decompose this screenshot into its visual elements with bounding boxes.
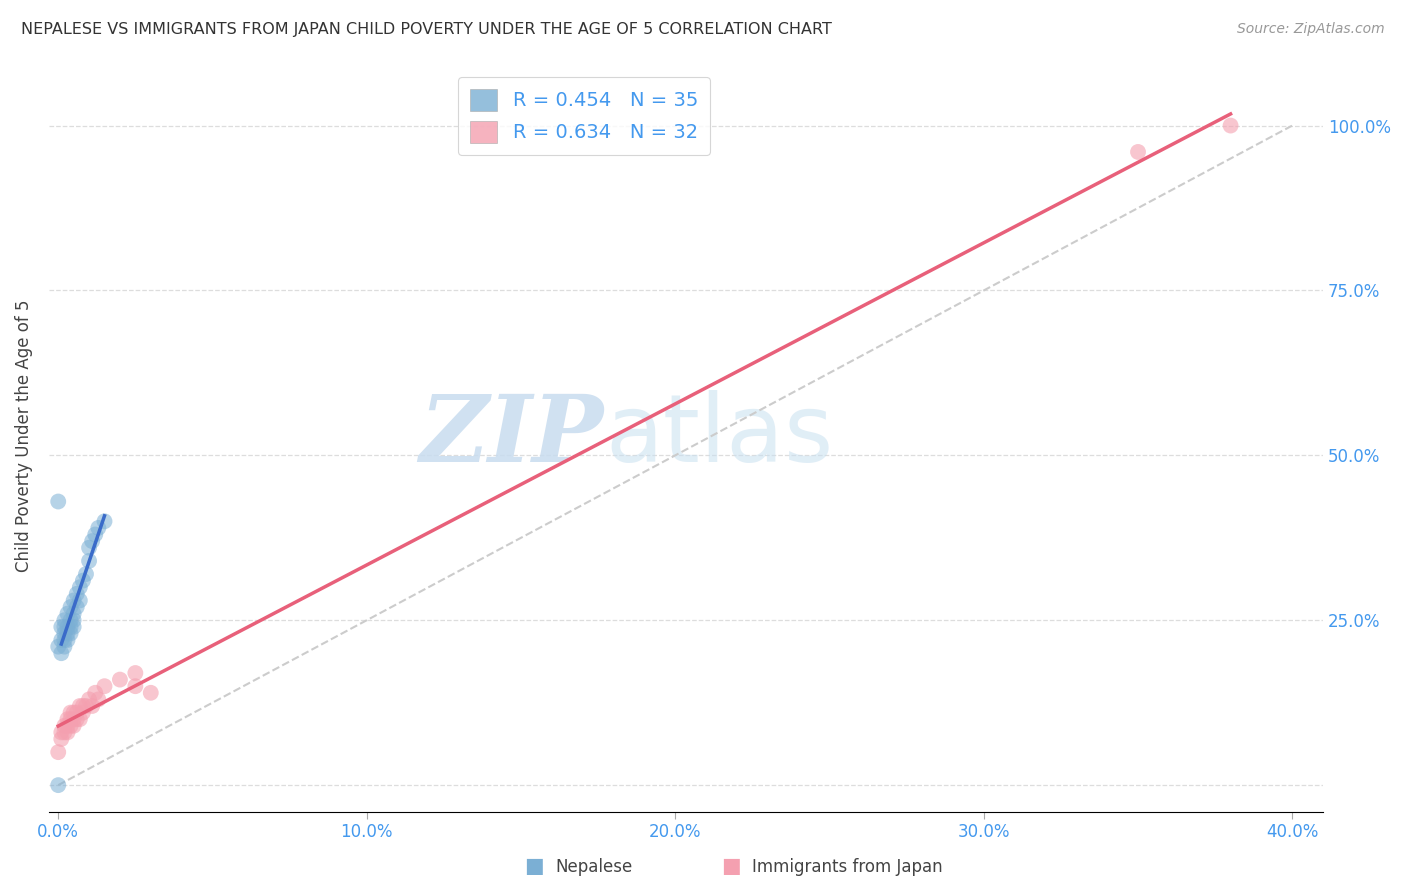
Text: ■: ■ — [524, 856, 544, 876]
Point — [51, 725, 73, 739]
Point — [56, 633, 79, 648]
Point — [51, 633, 73, 648]
Point — [84, 527, 107, 541]
Point — [72, 574, 94, 588]
Point — [46, 778, 69, 792]
Point — [59, 706, 82, 720]
Point — [72, 706, 94, 720]
Point — [56, 626, 79, 640]
Point — [59, 719, 82, 733]
Point — [1219, 119, 1241, 133]
Point — [53, 640, 76, 654]
Legend: R = 0.454   N = 35, R = 0.634   N = 32: R = 0.454 N = 35, R = 0.634 N = 32 — [458, 77, 710, 155]
Point — [56, 725, 79, 739]
Point — [56, 620, 79, 634]
Point — [75, 698, 97, 713]
Point — [51, 646, 73, 660]
Point — [139, 686, 162, 700]
Point — [53, 613, 76, 627]
Point — [69, 580, 91, 594]
Point — [53, 719, 76, 733]
Point — [62, 620, 84, 634]
Text: Nepalese: Nepalese — [555, 858, 633, 876]
Point — [77, 554, 100, 568]
Text: ZIP: ZIP — [419, 391, 603, 481]
Point — [77, 692, 100, 706]
Point — [53, 626, 76, 640]
Point — [84, 686, 107, 700]
Point — [62, 712, 84, 726]
Point — [75, 567, 97, 582]
Point — [82, 698, 104, 713]
Point — [124, 679, 146, 693]
Point — [124, 665, 146, 680]
Point — [62, 593, 84, 607]
Point — [59, 620, 82, 634]
Point — [82, 534, 104, 549]
Point — [46, 640, 69, 654]
Point — [87, 521, 110, 535]
Y-axis label: Child Poverty Under the Age of 5: Child Poverty Under the Age of 5 — [15, 300, 32, 572]
Point — [66, 706, 89, 720]
Point — [1126, 145, 1149, 159]
Point — [56, 719, 79, 733]
Point — [53, 620, 76, 634]
Point — [93, 514, 115, 528]
Point — [59, 626, 82, 640]
Text: Immigrants from Japan: Immigrants from Japan — [752, 858, 943, 876]
Point — [59, 712, 82, 726]
Point — [62, 706, 84, 720]
Point — [59, 613, 82, 627]
Point — [108, 673, 131, 687]
Point — [53, 725, 76, 739]
Point — [62, 607, 84, 621]
Point — [56, 712, 79, 726]
Point — [46, 745, 69, 759]
Text: ■: ■ — [721, 856, 741, 876]
Point — [87, 692, 110, 706]
Point — [66, 712, 89, 726]
Point — [56, 607, 79, 621]
Point — [69, 593, 91, 607]
Point — [69, 698, 91, 713]
Point — [62, 613, 84, 627]
Point — [69, 712, 91, 726]
Point — [46, 494, 69, 508]
Text: atlas: atlas — [606, 390, 834, 482]
Point — [77, 541, 100, 555]
Point — [51, 731, 73, 746]
Point — [93, 679, 115, 693]
Point — [66, 600, 89, 615]
Text: NEPALESE VS IMMIGRANTS FROM JAPAN CHILD POVERTY UNDER THE AGE OF 5 CORRELATION C: NEPALESE VS IMMIGRANTS FROM JAPAN CHILD … — [21, 22, 832, 37]
Point — [53, 633, 76, 648]
Point — [51, 620, 73, 634]
Point — [66, 587, 89, 601]
Point — [62, 719, 84, 733]
Point — [59, 600, 82, 615]
Point — [72, 698, 94, 713]
Text: Source: ZipAtlas.com: Source: ZipAtlas.com — [1237, 22, 1385, 37]
